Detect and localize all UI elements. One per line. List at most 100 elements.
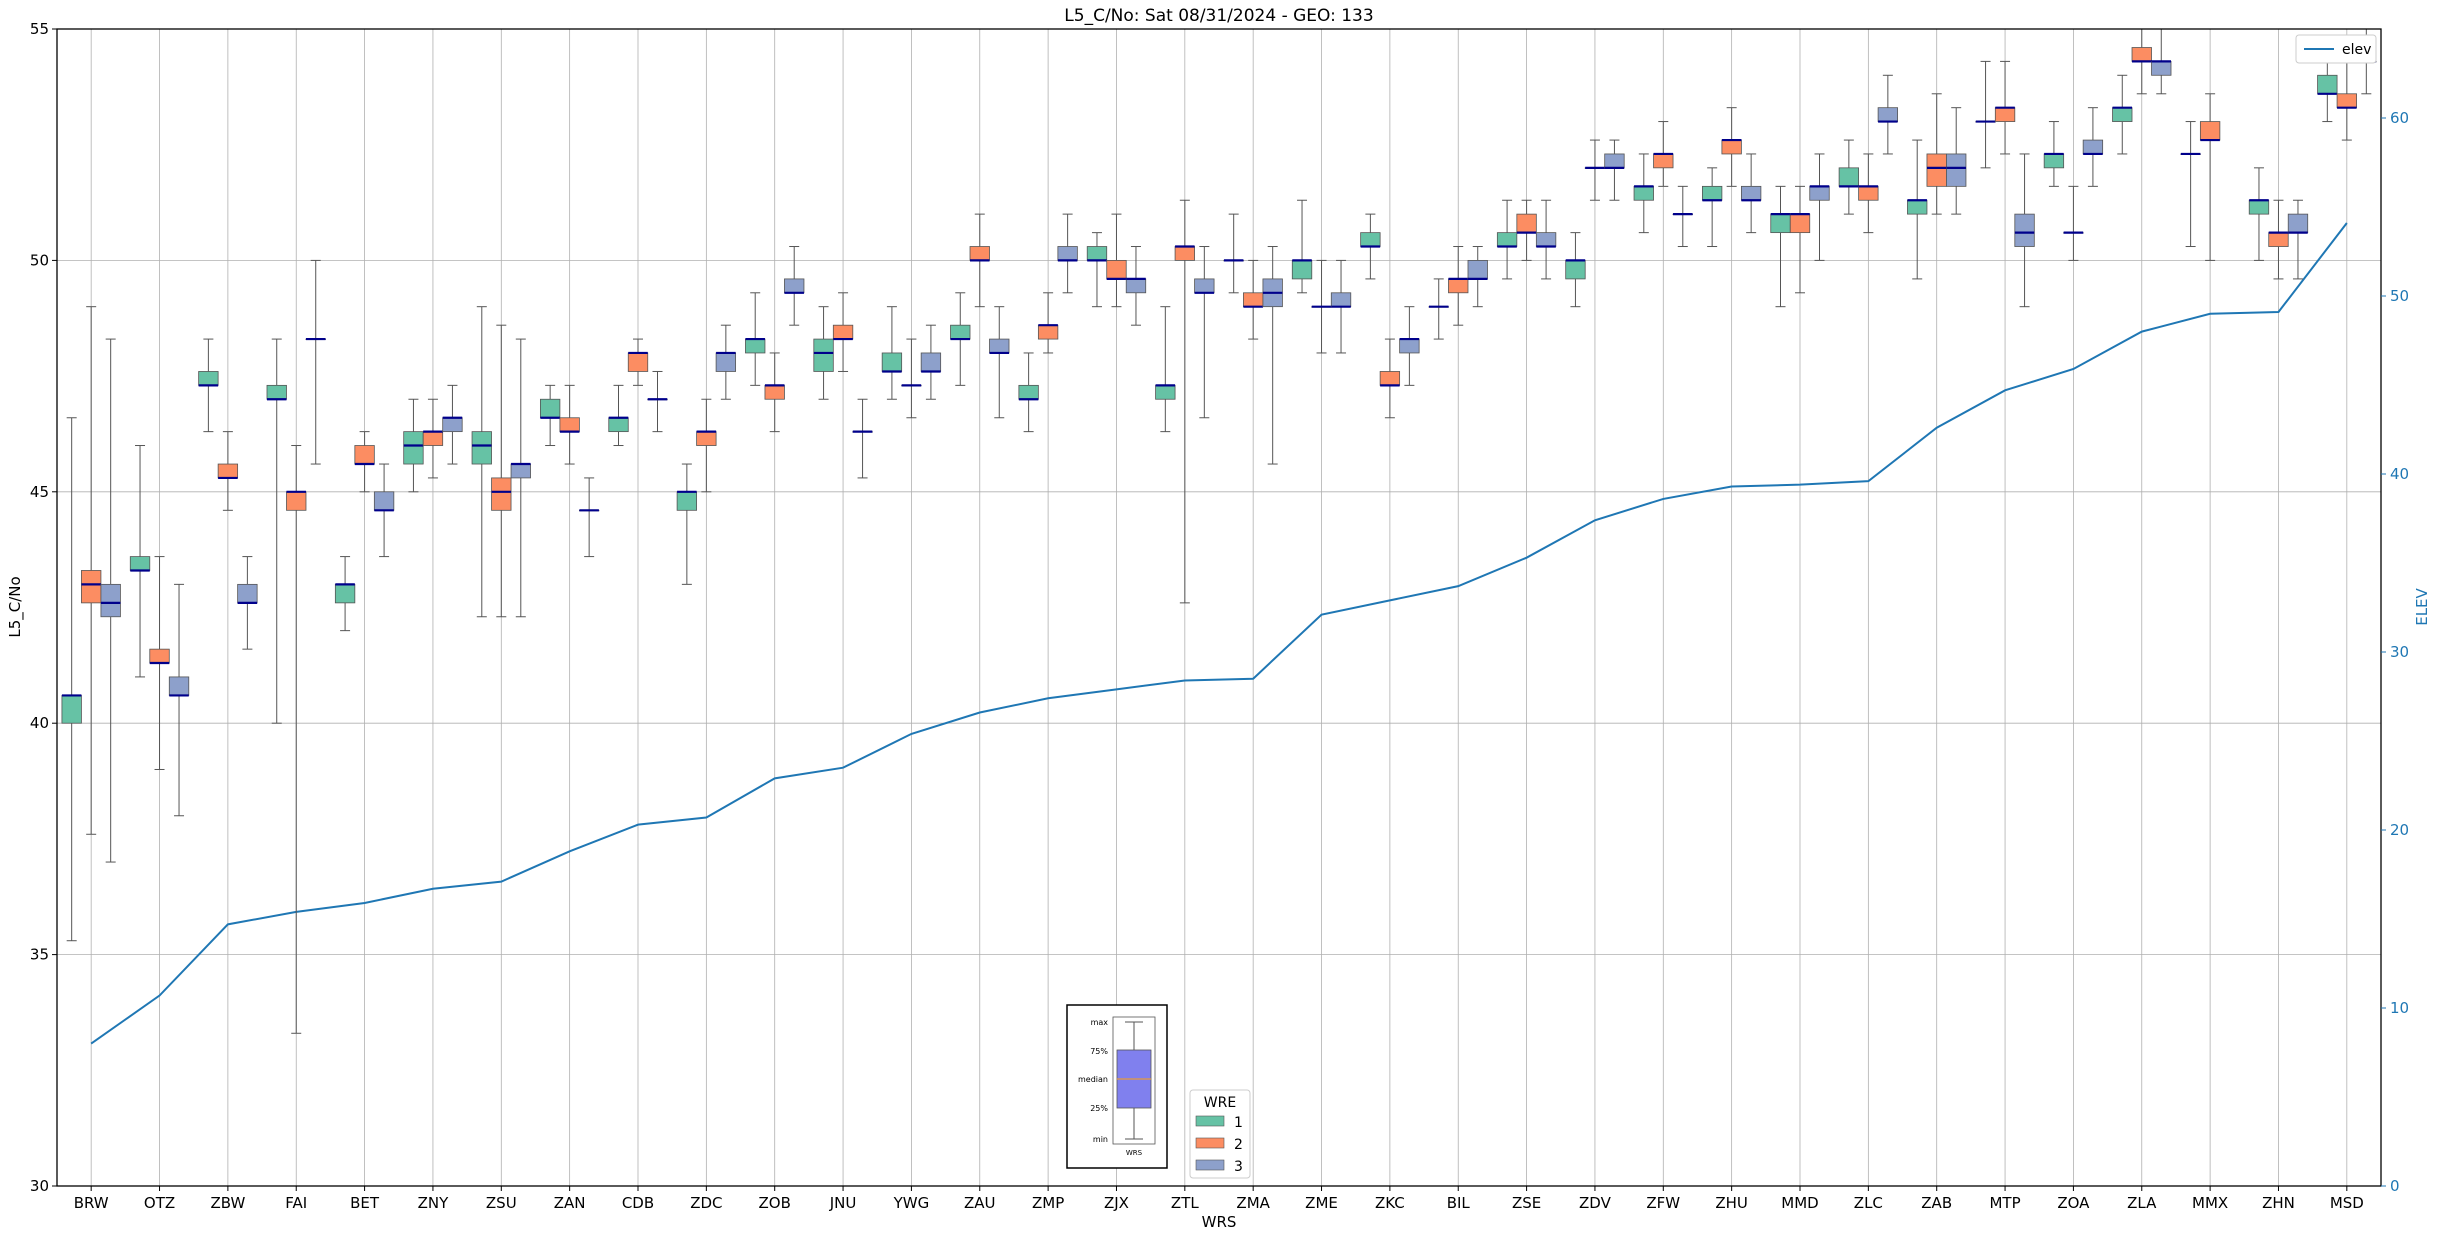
box-body xyxy=(1994,107,2016,122)
x-tick-label: ZAN xyxy=(554,1194,586,1212)
box-brw-wre2 xyxy=(81,306,102,835)
box-bet-wre1 xyxy=(334,556,356,632)
box-body xyxy=(334,583,356,604)
box-zma-wre3 xyxy=(1262,246,1283,465)
box-zjx-wre3 xyxy=(1125,246,1147,326)
wre-legend-label-3: 3 xyxy=(1234,1159,1243,1175)
box-body xyxy=(764,384,785,400)
box-mmd-wre2 xyxy=(1789,185,1811,294)
box-body xyxy=(1125,278,1147,294)
box-body xyxy=(1858,185,1879,201)
box-body xyxy=(1106,259,1127,280)
box-body xyxy=(403,431,424,465)
box-body xyxy=(1535,232,1557,247)
box-body xyxy=(471,431,492,465)
box-body xyxy=(539,398,561,419)
box-body xyxy=(1565,259,1586,280)
x-tick-label: ZDV xyxy=(1579,1194,1612,1212)
box-body xyxy=(1838,167,1860,187)
box-brw-wre1 xyxy=(61,417,82,942)
x-tick-label: ZMA xyxy=(1236,1194,1270,1212)
box-zse-wre1 xyxy=(1496,199,1518,280)
box-mtp-wre1 xyxy=(1975,60,1996,169)
box-zny-wre1 xyxy=(403,398,424,493)
box-zjx-wre2 xyxy=(1106,213,1127,308)
box-body xyxy=(559,417,580,433)
box-ywg-wre3 xyxy=(920,324,942,400)
box-key-label-q3: 75% xyxy=(1090,1047,1108,1056)
x-tick-label: ZHU xyxy=(1715,1194,1748,1212)
box-body xyxy=(1243,292,1264,308)
box-otz-wre3 xyxy=(168,583,190,817)
box-bet-wre3 xyxy=(373,463,395,558)
box-zmp-wre3 xyxy=(1057,213,1078,294)
box-fai-wre3 xyxy=(305,259,326,465)
box-zkc-wre3 xyxy=(1399,306,1420,386)
wre-legend-label-1: 1 xyxy=(1234,1115,1243,1131)
box-zme-wre1 xyxy=(1291,199,1313,294)
box-body xyxy=(1740,185,1762,201)
box-key-label-min: min xyxy=(1093,1135,1108,1144)
elev-legend-label: elev xyxy=(2342,42,2371,58)
x-tick-label: ZFW xyxy=(1646,1194,1680,1212)
box-zmp-wre1 xyxy=(1018,352,1039,433)
box-zla-wre1 xyxy=(2112,74,2133,155)
box-zse-wre2 xyxy=(1516,199,1537,261)
box-body xyxy=(61,695,82,724)
plot-frame xyxy=(56,28,2382,1187)
box-cdb-wre2 xyxy=(627,338,649,386)
x-tick-label: ZSU xyxy=(486,1194,517,1212)
box-zan-wre2 xyxy=(559,384,580,465)
x-tick-label: MMX xyxy=(2192,1194,2228,1212)
box-zhu-wre2 xyxy=(1721,107,1742,187)
y-tick-label: 30 xyxy=(30,1177,49,1195)
x-tick-label: ZLA xyxy=(2127,1194,2157,1212)
box-body xyxy=(422,431,444,446)
box-zkc-wre2 xyxy=(1379,338,1401,419)
box-body xyxy=(1907,199,1928,215)
box-body xyxy=(2268,232,2289,247)
x-tick-label: ZAU xyxy=(964,1194,996,1212)
box-jnu-wre1 xyxy=(813,306,834,400)
x-tick-label: ZLC xyxy=(1854,1194,1883,1212)
box-otz-wre2 xyxy=(149,556,170,770)
box-zbw-wre3 xyxy=(237,556,258,650)
box-body xyxy=(2287,213,2309,234)
box-body xyxy=(1174,246,1195,261)
box-body xyxy=(2336,93,2357,109)
box-layer xyxy=(61,28,2377,1034)
box-body xyxy=(149,648,170,664)
x-tick-label: YWG xyxy=(893,1194,930,1212)
box-body xyxy=(813,338,834,372)
box-zdv-wre3 xyxy=(1604,139,1625,201)
box-zfw-wre1 xyxy=(1633,153,1654,234)
box-body xyxy=(2082,139,2104,155)
wre-legend-title: WRE xyxy=(1204,1095,1236,1111)
box-zau-wre2 xyxy=(969,213,990,308)
box-body xyxy=(2112,107,2133,122)
box-bil-wre1 xyxy=(1428,278,1449,340)
box-body xyxy=(832,324,854,340)
wre-legend-frame xyxy=(1189,1089,1251,1179)
x-tick-label: MSD xyxy=(2330,1194,2364,1212)
box-zme-wre3 xyxy=(1330,259,1352,354)
box-zbw-wre2 xyxy=(217,431,239,511)
x-axis-label: WRS xyxy=(1202,1213,1237,1231)
y-tick-label: 50 xyxy=(30,251,49,269)
x-tick-label: ZOA xyxy=(2057,1194,2090,1212)
y2-tick-label: 10 xyxy=(2390,999,2409,1017)
box-zoa-wre1 xyxy=(2043,121,2065,187)
box-body xyxy=(784,278,805,294)
box-key-inset: max 75% median 25% min WRS xyxy=(1066,1004,1168,1169)
box-body xyxy=(1516,213,1537,234)
x-tick-label: BET xyxy=(350,1194,380,1212)
box-key-label-max: max xyxy=(1091,1018,1109,1027)
y2-tick-label: 60 xyxy=(2390,109,2409,127)
box-zny-wre2 xyxy=(422,398,444,479)
box-body xyxy=(696,431,717,446)
box-body xyxy=(1037,324,1059,340)
box-body xyxy=(1789,213,1811,234)
x-tick-label: ZJX xyxy=(1104,1194,1129,1212)
box-zoa-wre2 xyxy=(2063,185,2084,261)
x-tick-label: ZNY xyxy=(418,1194,449,1212)
